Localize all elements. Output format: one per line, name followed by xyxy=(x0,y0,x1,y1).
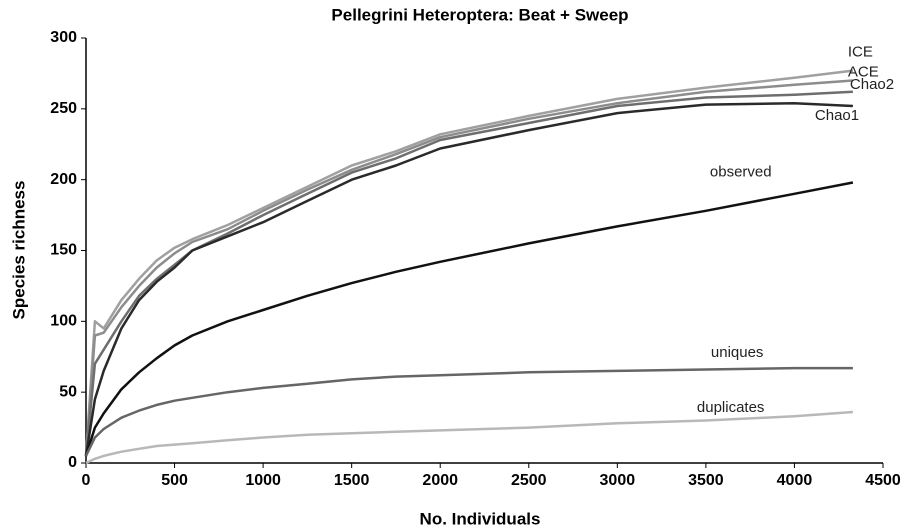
x-tick-label: 1000 xyxy=(245,472,281,489)
series-line xyxy=(84,181,854,457)
x-tick-label: 3000 xyxy=(600,472,636,489)
y-tick-label: 250 xyxy=(50,100,77,117)
x-tick-label: 0 xyxy=(82,472,91,489)
y-tick-label: 150 xyxy=(50,242,77,259)
x-tick-label: 4000 xyxy=(777,472,813,489)
y-tick-label: 50 xyxy=(59,383,77,400)
series-label: ICE xyxy=(848,44,873,61)
x-tick-label: 2000 xyxy=(422,472,458,489)
series-line xyxy=(84,366,853,457)
x-axis-label: No. Individuals xyxy=(420,509,541,528)
y-axis-label: Species richness xyxy=(9,181,28,320)
series-label: Chao1 xyxy=(815,107,859,124)
series-label: uniques xyxy=(711,344,764,361)
y-tick-label: 0 xyxy=(68,454,77,471)
series-label: Chao2 xyxy=(850,76,894,93)
y-tick-label: 200 xyxy=(50,171,77,188)
chart-title: Pellegrini Heteroptera: Beat + Sweep xyxy=(331,5,628,24)
x-tick-label: 3500 xyxy=(688,472,724,489)
x-tick-label: 1500 xyxy=(334,472,370,489)
y-tick-label: 300 xyxy=(50,29,77,46)
series-label: duplicates xyxy=(697,399,765,416)
series-line xyxy=(84,90,853,457)
series-line xyxy=(85,410,853,465)
series-label: ACE xyxy=(848,63,879,80)
series-line xyxy=(84,101,853,457)
series-label: observed xyxy=(710,163,772,180)
x-tick-label: 500 xyxy=(161,472,188,489)
series-line xyxy=(84,69,854,456)
series-line xyxy=(84,79,853,456)
x-tick-label: 4500 xyxy=(865,472,901,489)
x-tick-label: 2500 xyxy=(511,472,547,489)
y-tick-label: 100 xyxy=(50,313,77,330)
